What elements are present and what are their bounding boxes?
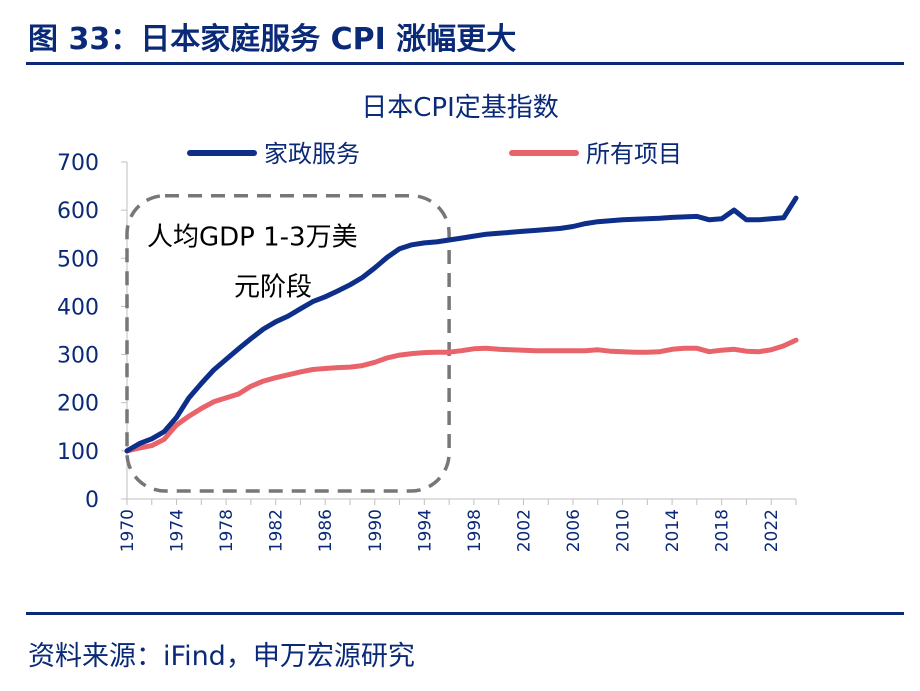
y-axis: 0 100 200 300 400 500 600 700 xyxy=(57,151,128,513)
x-tick-label: 1970 xyxy=(118,509,138,552)
top-divider xyxy=(26,62,904,65)
x-tick-label: 2002 xyxy=(514,509,534,552)
annotation-box xyxy=(125,193,451,493)
y-tick-label: 600 xyxy=(57,199,99,224)
chart-title: 日本CPI定基指数 xyxy=(361,93,559,123)
x-tick-label: 1994 xyxy=(415,509,435,552)
y-tick-label: 400 xyxy=(57,295,99,320)
x-tick-label: 2018 xyxy=(713,509,733,552)
x-tick-label: 1974 xyxy=(168,509,188,552)
bottom-divider xyxy=(26,612,904,615)
y-tick-label: 200 xyxy=(57,392,99,417)
y-tick-label: 300 xyxy=(57,344,99,369)
x-tick-label: 1990 xyxy=(366,509,386,552)
x-tick-label: 2006 xyxy=(564,509,584,552)
annotation-line-1: 人均GDP 1-3万美 xyxy=(147,223,358,253)
source-note: 资料来源：iFind，申万宏源研究 xyxy=(28,641,415,672)
series-line-1 xyxy=(124,195,799,454)
legend-label-1: 家政服务 xyxy=(264,140,360,168)
legend-label-2: 所有项目 xyxy=(586,140,682,168)
y-tick-label: 700 xyxy=(57,151,99,176)
cpi-line-chart: 日本CPI定基指数 家政服务 所有项目 0 100 200 300 400 500 600 70… xyxy=(57,93,799,552)
x-axis: 1970 1974 1978 1982 1986 1990 1994 1998 2002 2006… xyxy=(118,498,797,552)
y-tick-label: 500 xyxy=(57,247,99,272)
x-tick-label: 2014 xyxy=(663,509,683,552)
figure-title: 图 33：日本家庭服务 CPI 涨幅更大 xyxy=(28,22,517,57)
x-tick-label: 2022 xyxy=(762,509,782,552)
series-line-2 xyxy=(124,337,799,454)
y-tick-label: 100 xyxy=(57,440,99,465)
x-tick-label: 1978 xyxy=(217,509,237,552)
x-tick-label: 2010 xyxy=(614,509,634,552)
x-tick-label: 1982 xyxy=(267,509,287,552)
annotation-line-2: 元阶段 xyxy=(234,273,312,303)
series-group xyxy=(124,195,799,454)
x-tick-label: 1998 xyxy=(465,509,485,552)
y-tick-label: 0 xyxy=(85,488,99,513)
legend: 家政服务 所有项目 xyxy=(187,140,682,168)
x-tick-label: 1986 xyxy=(316,509,336,552)
